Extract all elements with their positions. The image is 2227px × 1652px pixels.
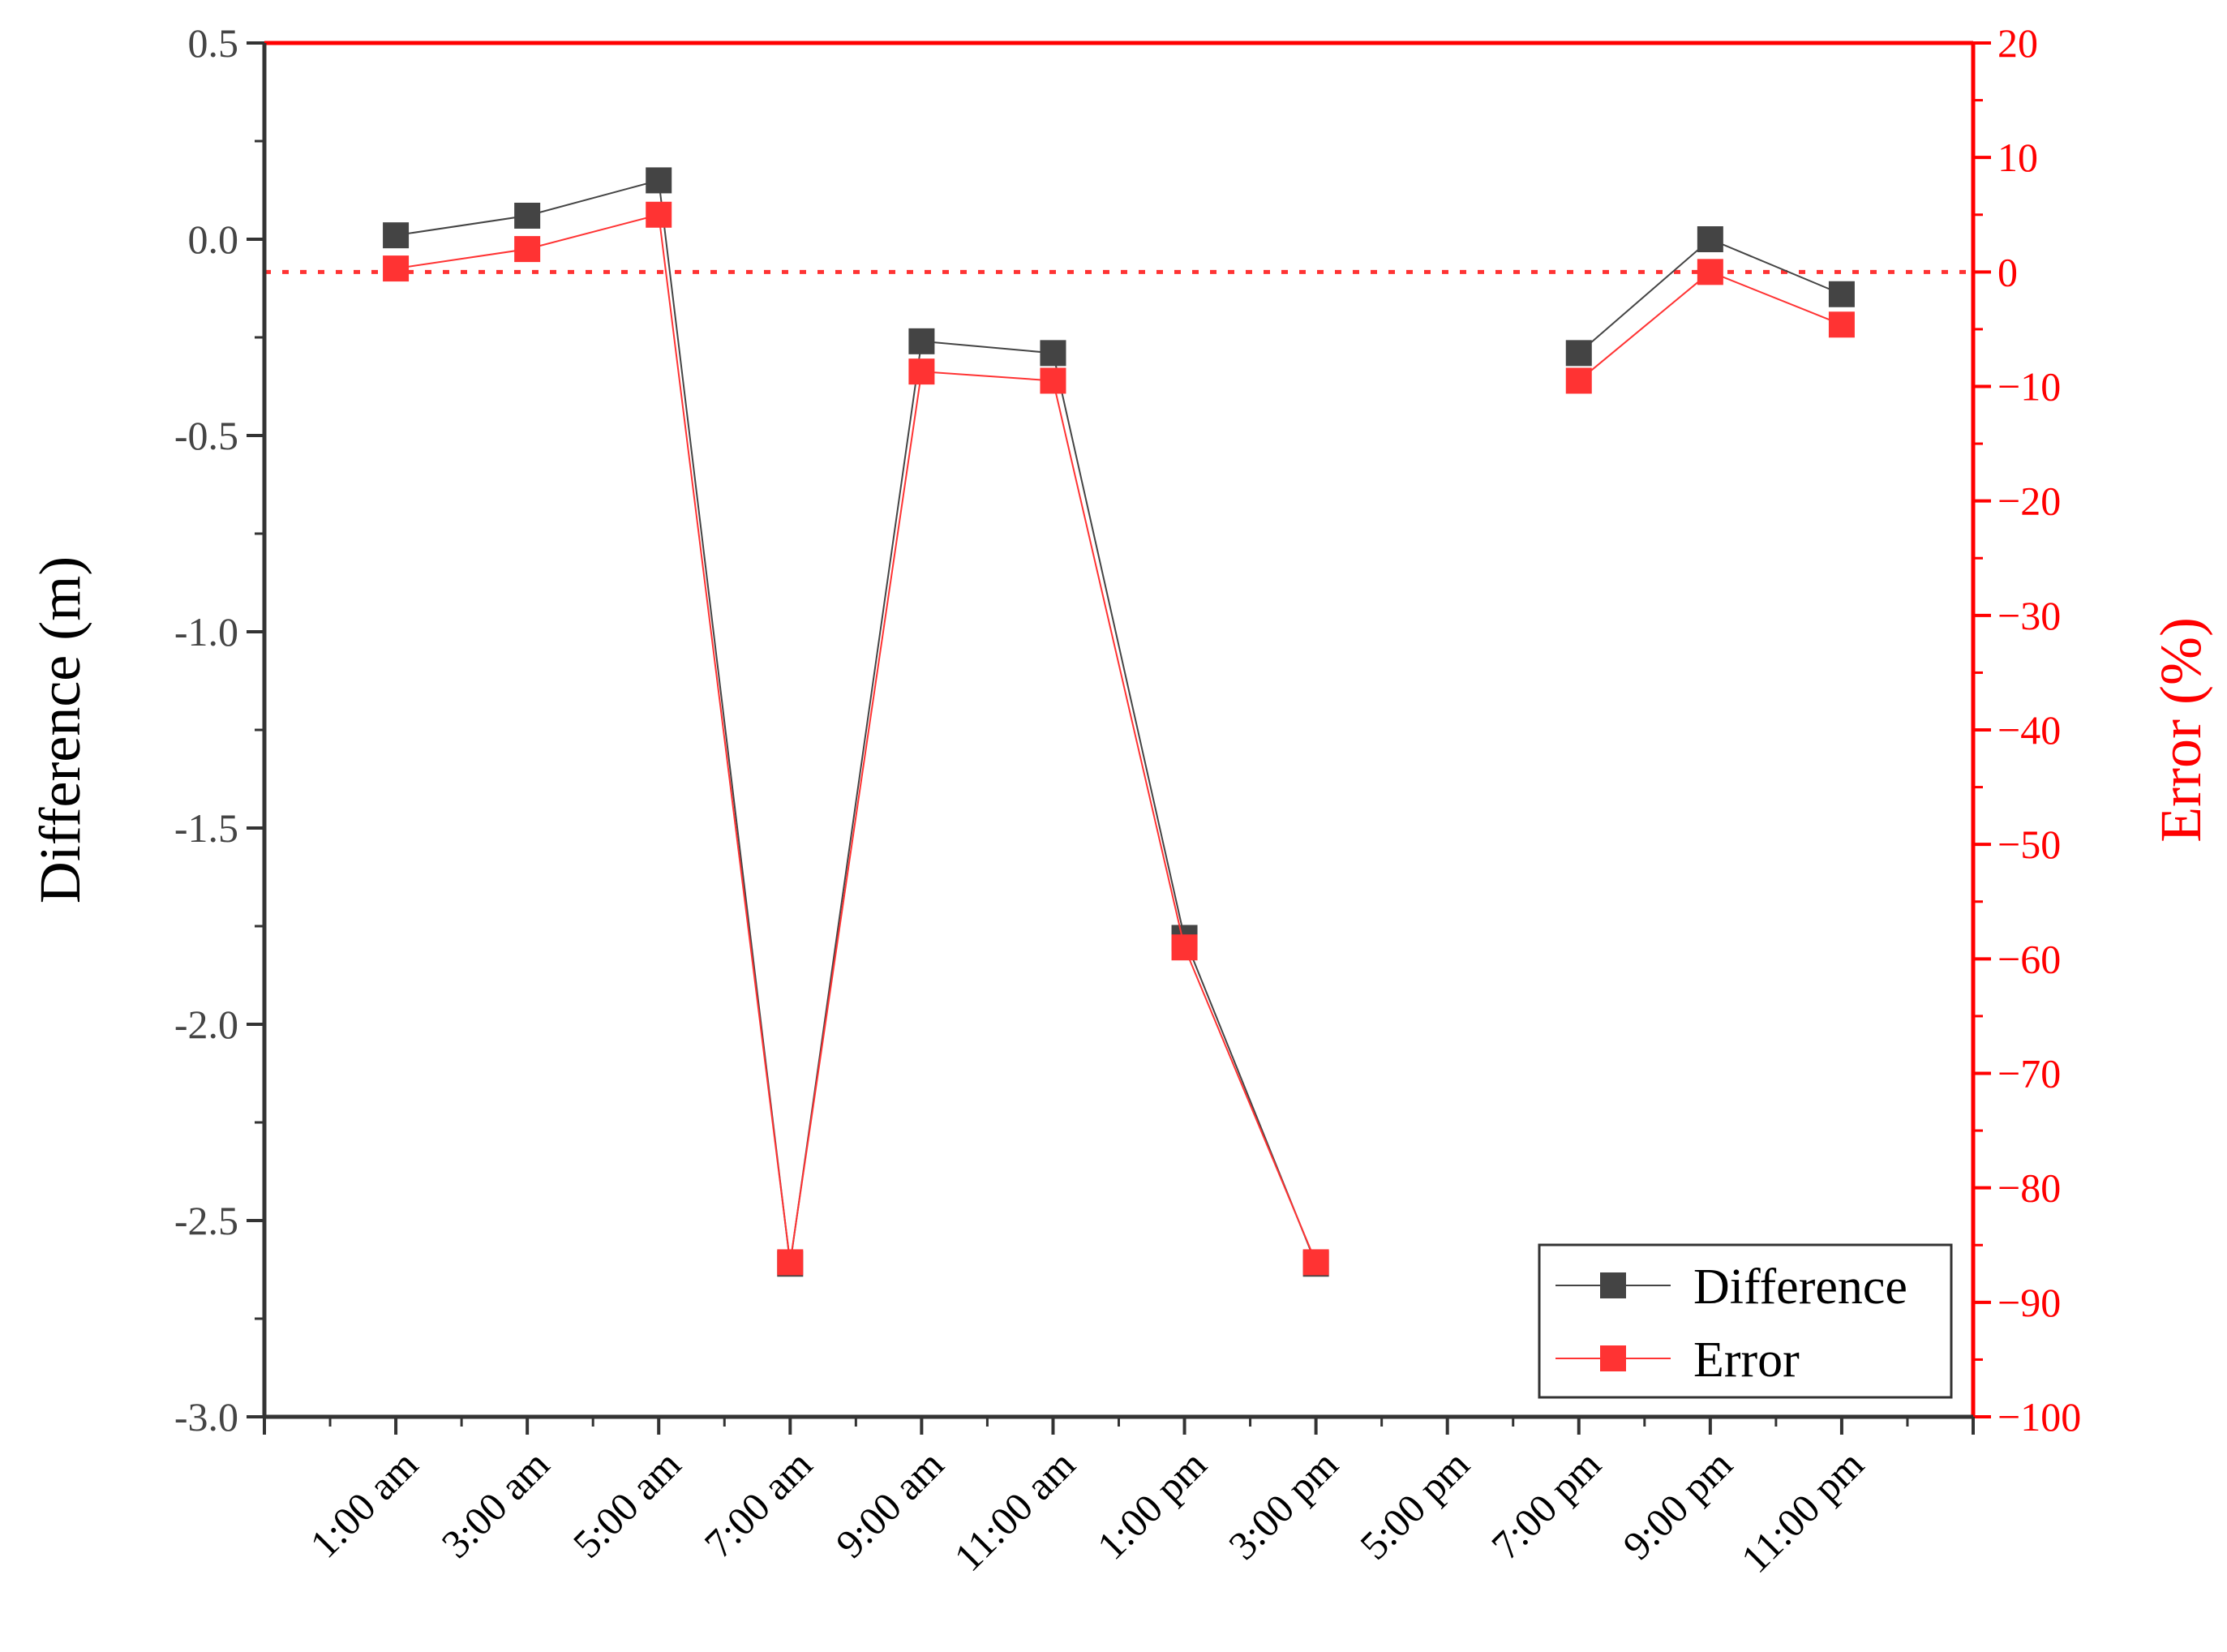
difference-point [646, 167, 672, 194]
error-point [1565, 367, 1592, 394]
legend-error-label: Error [1693, 1332, 1800, 1388]
y-axis-right-title: Error (%) [2148, 617, 2213, 843]
difference-point [1565, 340, 1592, 367]
left-axis-ticks: 0.5 0.0 -0.5 -1.0 -1.5 -2.0 -2.5 -3.0 [174, 20, 264, 1440]
plot-area [264, 167, 1973, 1277]
error-point [1040, 367, 1066, 394]
y-axis-left-title: Difference (m) [28, 556, 92, 903]
right-tick-label: 0 [1997, 249, 2018, 294]
error-line [395, 213, 1317, 1263]
error-point [383, 255, 410, 282]
left-tick-label: -2.0 [174, 1002, 238, 1047]
legend-difference-marker [1600, 1272, 1626, 1298]
left-tick-label: -0.5 [174, 413, 238, 458]
series-error [383, 201, 1855, 1276]
legend: Difference Error [1538, 1243, 1953, 1399]
right-tick-label: −100 [1997, 1394, 2081, 1440]
difference-point [1040, 340, 1066, 367]
left-tick-label: 0.5 [188, 20, 239, 66]
legend-box [1538, 1243, 1953, 1399]
right-axis-ticks: 20 10 0 −10 −20 −30 −40 −50 −60 −70 −80 −90 −100 [1973, 20, 2081, 1440]
legend-error-marker [1600, 1345, 1626, 1371]
difference-point [908, 328, 935, 354]
error-point [777, 1249, 804, 1276]
right-tick-label: −50 [1997, 822, 2061, 867]
left-tick-label: -1.5 [174, 805, 238, 851]
error-point [514, 236, 541, 263]
error-point [1828, 311, 1855, 338]
left-tick-label: -3.0 [174, 1394, 238, 1440]
right-tick-label: 10 [1997, 135, 2038, 180]
error-point [1302, 1249, 1329, 1276]
right-tick-label: −60 [1997, 936, 2061, 981]
right-tick-label: −90 [1997, 1280, 2061, 1325]
error-point [1171, 934, 1198, 961]
legend-difference-label: Difference [1693, 1259, 1907, 1315]
error-point [646, 201, 672, 228]
right-tick-label: −20 [1997, 478, 2061, 524]
error-point [908, 358, 935, 385]
difference-point [1697, 226, 1723, 252]
right-tick-label: −10 [1997, 364, 2061, 410]
right-tick-label: −40 [1997, 707, 2061, 753]
difference-point [514, 202, 541, 229]
left-tick-label: -2.5 [174, 1198, 238, 1243]
error-point [1697, 259, 1723, 285]
difference-line [395, 179, 1317, 1264]
right-tick-label: −80 [1997, 1165, 2061, 1211]
left-tick-label: -1.0 [174, 609, 238, 654]
right-tick-label: −70 [1997, 1051, 2061, 1096]
right-tick-label: 20 [1997, 20, 2038, 66]
difference-point [383, 222, 410, 249]
difference-point [1828, 281, 1855, 307]
right-tick-label: −30 [1997, 593, 2061, 638]
left-tick-label: 0.0 [188, 217, 239, 262]
